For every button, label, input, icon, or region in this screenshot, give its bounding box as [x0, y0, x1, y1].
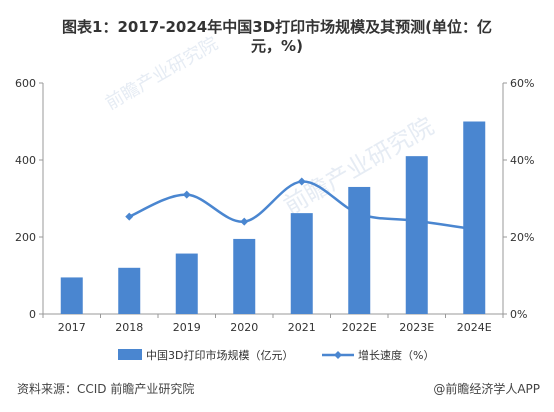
y-right-tick-label: 20% — [510, 231, 534, 244]
x-tick-label: 2018 — [115, 321, 143, 334]
chart-title-line2: 元，%) — [251, 37, 303, 55]
growth-marker — [412, 216, 421, 225]
growth-marker — [125, 212, 134, 221]
x-tick-label: 2021 — [288, 321, 316, 334]
y-left-tick-label: 600 — [15, 77, 36, 90]
y-right-tick-label: 0% — [510, 308, 527, 321]
legend-line-label: 增长速度（%） — [358, 348, 434, 362]
legend-bar-swatch — [118, 349, 142, 360]
x-tick-label: 2020 — [230, 321, 258, 334]
legend-bar-label: 中国3D打印市场规模（亿元） — [146, 348, 293, 362]
bar — [118, 267, 141, 314]
y-left-tick-label: 400 — [15, 154, 36, 167]
y-right-tick-label: 40% — [510, 154, 534, 167]
bar — [60, 277, 83, 314]
brand-credit: @前瞻经济学人APP — [433, 382, 540, 396]
bar — [463, 121, 486, 314]
x-tick-label: 2022E — [342, 321, 377, 334]
growth-marker — [182, 190, 191, 199]
x-tick-label: 2023E — [399, 321, 434, 334]
bar — [290, 213, 313, 314]
x-tick-label: 2019 — [173, 321, 201, 334]
legend-line-marker — [334, 351, 342, 359]
watermark: 前瞻产业研究院 — [102, 33, 222, 114]
bar — [233, 238, 256, 314]
bar — [348, 186, 371, 314]
x-tick-label: 2017 — [58, 321, 86, 334]
growth-marker — [470, 225, 479, 234]
growth-marker — [355, 209, 364, 218]
growth-marker — [297, 177, 306, 186]
chart-title-line1: 图表1：2017-2024年中国3D打印市场规模及其预测(单位：亿 — [62, 18, 492, 36]
y-left-tick-label: 200 — [15, 231, 36, 244]
chart-title: 图表1：2017-2024年中国3D打印市场规模及其预测(单位：亿 元，%) — [0, 18, 554, 56]
bar — [405, 156, 428, 314]
growth-marker — [240, 217, 249, 226]
y-left-tick-label: 0 — [29, 308, 36, 321]
y-right-tick-label: 60% — [510, 77, 534, 90]
bar — [175, 253, 198, 314]
source-note: 资料来源：CCID 前瞻产业研究院 — [17, 382, 195, 396]
x-tick-label: 2024E — [457, 321, 492, 334]
